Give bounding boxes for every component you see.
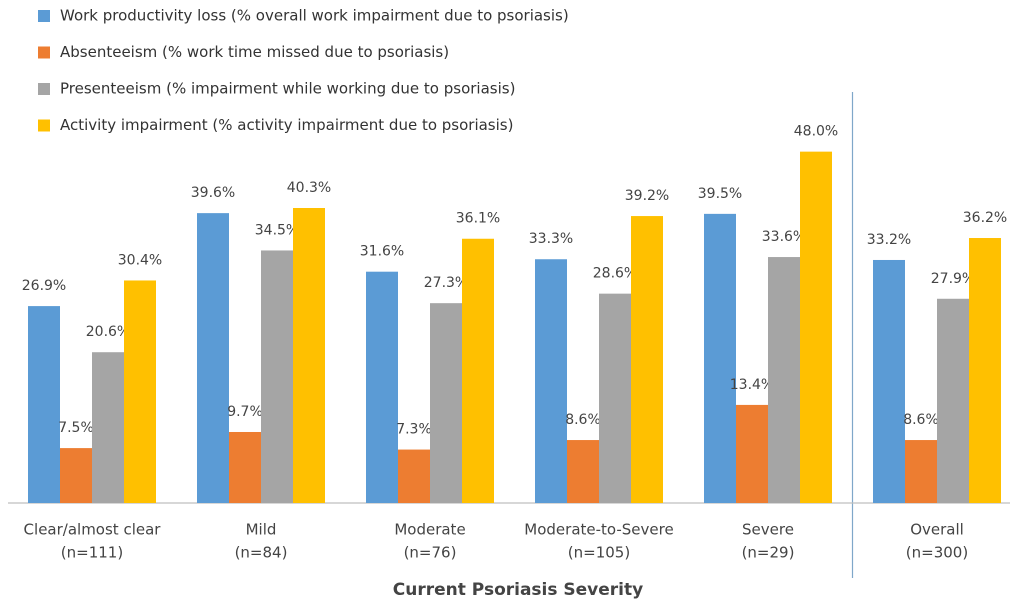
value-label: 36.1%	[456, 211, 500, 227]
value-label: 28.6%	[593, 266, 637, 282]
value-label: 8.6%	[903, 412, 939, 428]
value-label: 8.6%	[565, 412, 601, 428]
bar	[124, 280, 156, 503]
x-tick-label: Clear/almost clear	[24, 521, 162, 539]
bar	[197, 213, 229, 504]
bar	[535, 259, 567, 503]
bar	[873, 259, 905, 503]
value-label: 7.3%	[396, 422, 432, 438]
value-label: 33.6%	[762, 229, 806, 245]
bar	[736, 404, 768, 503]
bar	[768, 257, 800, 503]
x-tick-label: Moderate	[394, 521, 465, 539]
bar	[800, 151, 832, 503]
value-label: 27.9%	[931, 271, 975, 287]
value-label: 39.2%	[625, 188, 669, 204]
value-label: 26.9%	[22, 278, 66, 294]
legend-swatch	[38, 10, 50, 22]
bar	[462, 238, 494, 504]
value-label: 33.3%	[529, 231, 573, 247]
bar	[92, 352, 124, 503]
value-label: 34.5%	[255, 222, 299, 238]
value-label: 48.0%	[794, 124, 838, 140]
x-tick-label: Overall	[910, 521, 964, 539]
value-label: 30.4%	[118, 252, 162, 268]
legend-label: Activity impairment (% activity impairme…	[60, 116, 513, 134]
x-axis-title: Current Psoriasis Severity	[393, 580, 643, 600]
bar	[229, 431, 261, 503]
value-label: 9.7%	[227, 404, 263, 420]
x-tick-label: (n=84)	[235, 544, 288, 562]
bar	[905, 440, 937, 503]
bar	[430, 303, 462, 503]
value-label: 40.3%	[287, 180, 331, 196]
value-label: 36.2%	[963, 210, 1007, 226]
bar	[599, 293, 631, 503]
x-tick-label: (n=300)	[906, 544, 968, 562]
value-label: 20.6%	[86, 324, 130, 340]
bar	[631, 216, 663, 503]
value-label: 27.3%	[424, 275, 468, 291]
x-tick-label: Moderate-to-Severe	[524, 521, 673, 539]
bar	[969, 238, 1001, 504]
value-label: 39.5%	[698, 186, 742, 202]
legend-label: Presenteeism (% impairment while working…	[60, 80, 515, 98]
bar	[567, 440, 599, 503]
x-tick-label: Mild	[246, 521, 277, 539]
bar	[28, 306, 60, 503]
x-tick-label: (n=111)	[61, 544, 123, 562]
legend-swatch	[38, 119, 50, 132]
legend-swatch	[38, 46, 50, 59]
x-tick-label: (n=105)	[568, 544, 630, 562]
value-label: 31.6%	[360, 244, 404, 260]
x-tick-label: (n=76)	[404, 544, 457, 562]
bar	[60, 448, 92, 503]
value-label: 39.6%	[191, 185, 235, 201]
bar	[937, 298, 969, 503]
bar	[398, 449, 430, 503]
value-label: 13.4%	[730, 377, 774, 393]
x-tick-label: Severe	[742, 521, 794, 539]
x-tick-label: (n=29)	[742, 544, 795, 562]
legend-label: Work productivity loss (% overall work i…	[60, 7, 569, 25]
bar	[293, 208, 325, 503]
bar	[261, 250, 293, 503]
value-label: 33.2%	[867, 232, 911, 248]
legend-swatch	[38, 83, 50, 95]
legend-label: Absenteeism (% work time missed due to p…	[60, 43, 449, 61]
bar	[366, 271, 398, 503]
bar	[704, 213, 736, 504]
value-label: 7.5%	[58, 420, 94, 436]
